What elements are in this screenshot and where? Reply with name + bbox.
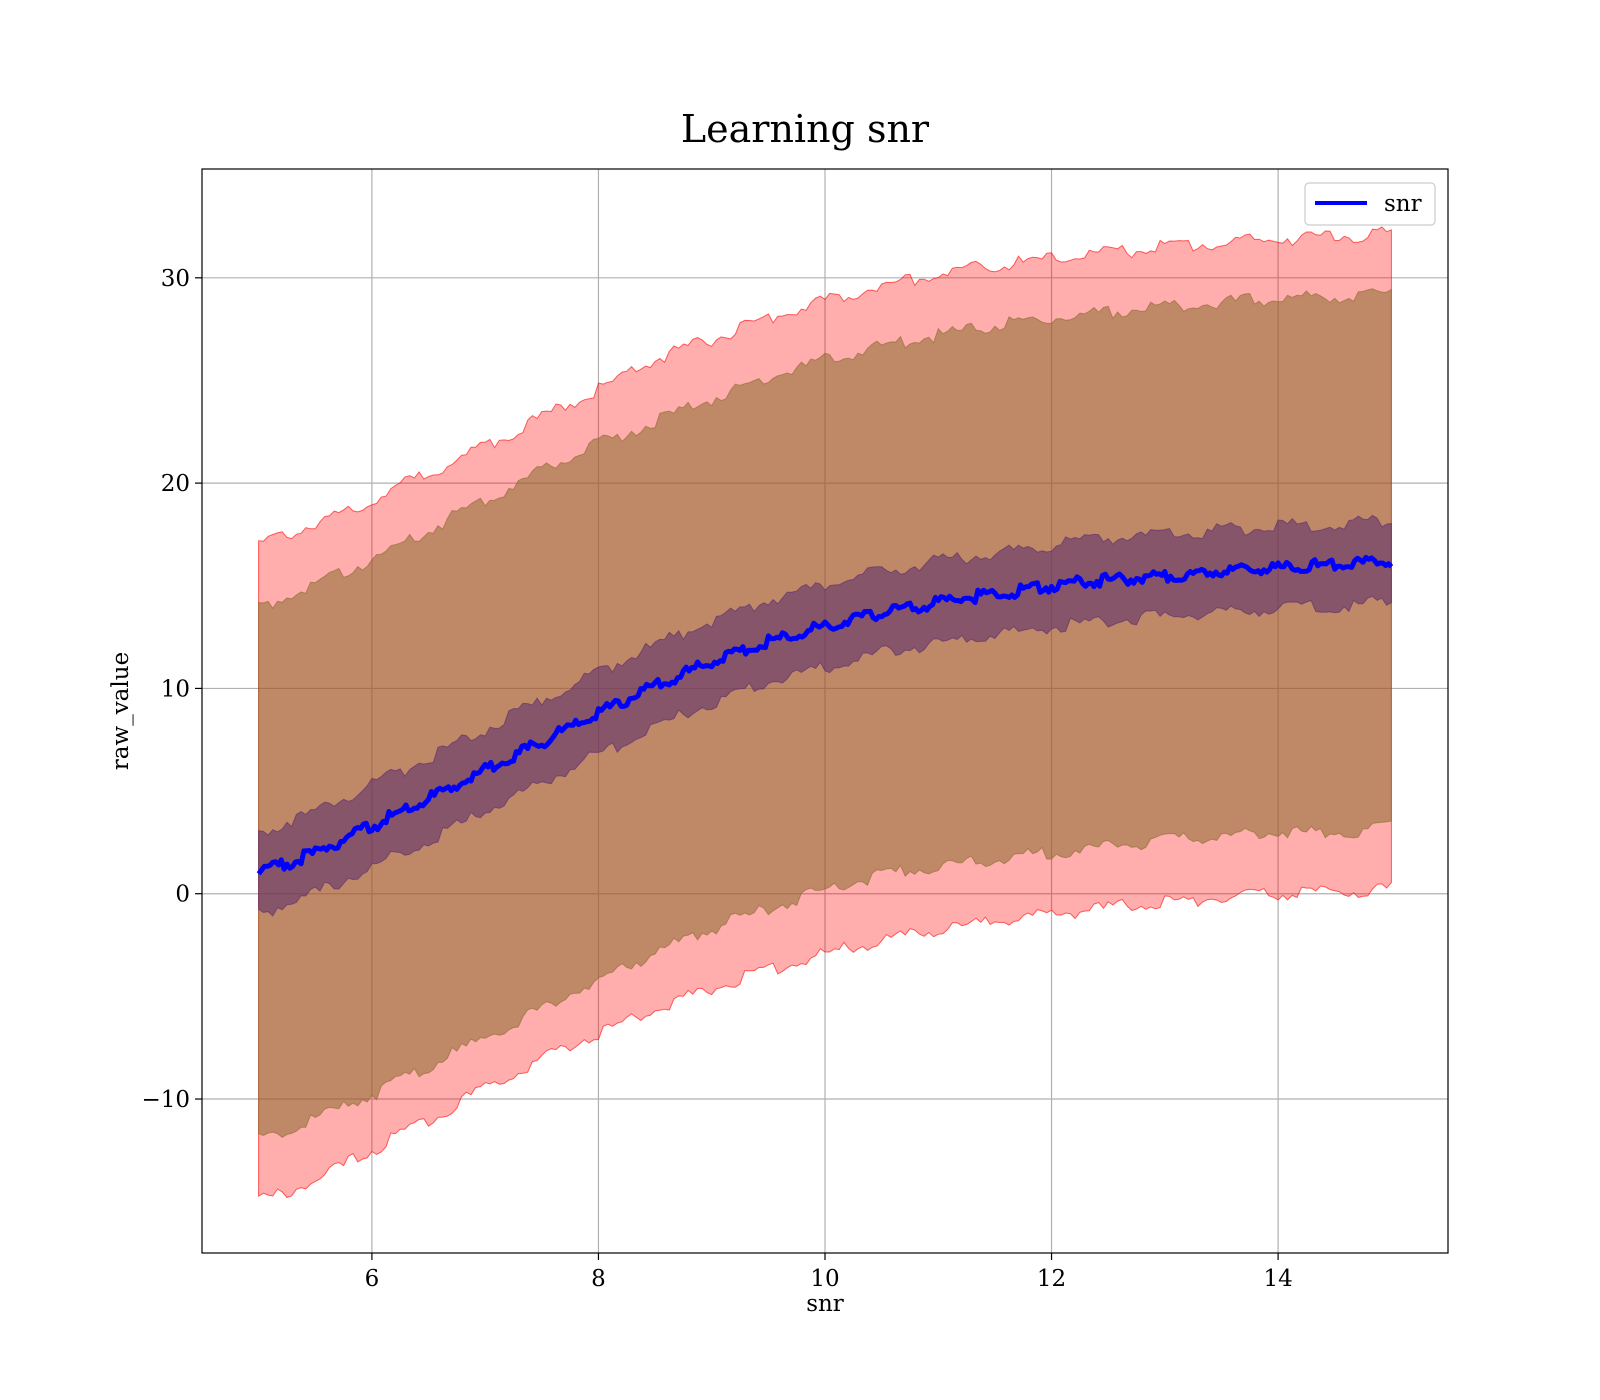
- y-tick-label-2: 10: [161, 676, 190, 702]
- chart-title: Learning snr: [681, 107, 930, 151]
- y-tick-label-3: 20: [161, 471, 190, 497]
- x-tick-label-4: 14: [1263, 1266, 1292, 1292]
- y-tick-label-1: 0: [175, 882, 190, 908]
- y-tick-label-4: 30: [161, 266, 190, 292]
- series-line-snr: [256, 554, 1394, 876]
- x-tick-label-1: 8: [591, 1266, 606, 1292]
- legend: snr: [1304, 182, 1436, 226]
- x-tick-label-2: 10: [810, 1266, 839, 1292]
- x-tick-label-0: 6: [365, 1266, 380, 1292]
- x-axis-label: snr: [806, 1291, 844, 1317]
- y-tick-label-0: −10: [141, 1087, 190, 1113]
- y-axis-label: raw_value: [108, 652, 134, 770]
- band-1: [258, 288, 1392, 1139]
- band-2: [258, 514, 1392, 917]
- legend-label-snr: snr: [1384, 191, 1422, 217]
- x-tick-label-3: 12: [1037, 1266, 1066, 1292]
- legend-box: [1304, 182, 1436, 226]
- confidence-bands: [258, 226, 1392, 1199]
- series-lines: [256, 554, 1394, 876]
- axis-ticks: 6 8 10 12 14 −10 0 10 20 30: [141, 266, 1292, 1292]
